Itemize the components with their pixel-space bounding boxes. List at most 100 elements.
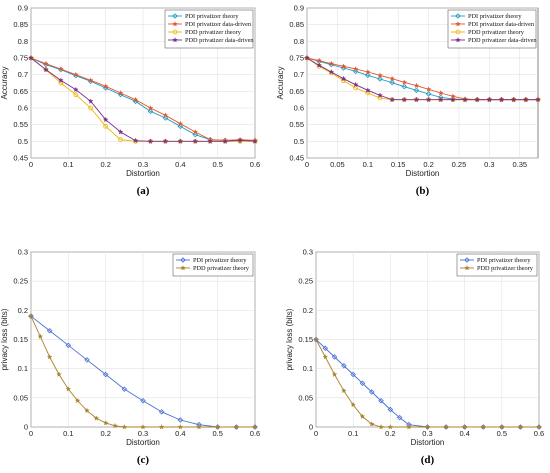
data-point (177, 138, 184, 144)
legend-label: PDI privatizer data-driven (185, 21, 252, 28)
chart-b-svg: 0 0.05 0.1 0.15 0.2 0.25 0.3 0.35 0.45 0.5 0.55 0.6… (276, 4, 541, 197)
data-point (350, 371, 356, 378)
series-line (30, 57, 256, 142)
x-tick-label: 0.4 (175, 160, 185, 169)
data-point (74, 397, 81, 404)
x-tick-label: 0.5 (212, 160, 222, 169)
data-point (389, 96, 395, 103)
data-point (43, 60, 49, 67)
data-point (56, 371, 62, 377)
legend-swatch-marker (455, 29, 461, 35)
legend-label: PDD privatizer theory (185, 29, 242, 36)
data-point (368, 389, 375, 395)
data-point (37, 333, 44, 340)
y-tick-label: 0.25 (298, 277, 313, 286)
legend-label: PDI privatizer data-driven (468, 21, 535, 28)
x-axis-label: Distortion (126, 438, 160, 447)
data-point (396, 414, 403, 421)
data-point (340, 65, 347, 71)
data-point (462, 96, 468, 103)
data-point (378, 423, 384, 430)
y-tick-label: 0.3 (303, 248, 313, 257)
y-axis-label: Accuracy (0, 67, 9, 100)
y-tick-label: 0.55 (13, 120, 28, 129)
y-tick-label: 0.15 (13, 335, 28, 344)
x-tick-label: 0.2 (423, 160, 433, 169)
data-point (401, 83, 408, 90)
data-point (237, 137, 243, 143)
data-point (413, 87, 420, 94)
data-point (322, 345, 329, 352)
data-point (316, 57, 323, 64)
y-tick-label: 0.75 (289, 54, 304, 63)
legend-swatch-marker (172, 29, 178, 35)
series-2 (313, 336, 542, 430)
legend-swatch-marker (180, 257, 186, 263)
data-point (162, 138, 169, 144)
y-tick-label: 0.2 (18, 306, 28, 315)
data-point (425, 96, 432, 103)
series-line (306, 57, 538, 101)
x-tick-label: 0.05 (330, 160, 345, 169)
chart-panel-c: 0 0.1 0.2 0.3 0.4 0.5 0.6 0 0.05 0.1 0.15 0.2 0.25 0.… (0, 237, 275, 473)
x-tick-label: 0.6 (250, 160, 260, 169)
data-point (28, 313, 34, 319)
data-point (132, 96, 139, 103)
data-point (359, 380, 366, 387)
y-tick-label: 0.5 (18, 137, 28, 146)
data-point (252, 423, 258, 430)
y-tick-label: 0.25 (13, 277, 28, 286)
data-point (102, 419, 109, 426)
data-point (536, 423, 542, 430)
data-point (102, 83, 109, 89)
data-point (214, 423, 221, 430)
y-tick-label: 0.5 (294, 137, 304, 146)
data-point (352, 81, 359, 88)
data-point (350, 401, 357, 408)
x-tick-label: 0.3 (422, 429, 432, 438)
x-tick-label: 0.2 (100, 160, 110, 169)
data-point (378, 397, 384, 404)
data-point (84, 407, 90, 414)
data-point (87, 98, 94, 104)
y-tick-label: 0.1 (18, 364, 28, 373)
data-point (58, 65, 64, 72)
data-point (88, 105, 94, 111)
data-point (364, 68, 371, 75)
data-point (340, 63, 347, 69)
legend-swatch-marker (455, 36, 461, 43)
data-point (121, 423, 128, 430)
y-tick-label: 0 (309, 423, 313, 432)
data-point (147, 104, 154, 111)
data-point (424, 423, 431, 430)
y-tick-label: 0.2 (303, 306, 313, 315)
data-point (377, 92, 383, 98)
data-point (233, 423, 240, 430)
legend-label: PDD privatizer theory (193, 265, 250, 272)
data-point (72, 86, 79, 93)
x-tick-label: 0.2 (385, 429, 395, 438)
y-tick-label: 0.65 (289, 87, 304, 96)
panel-label: (d) (421, 454, 435, 466)
data-point (368, 421, 375, 427)
legend-label: PDD privatizer theory (468, 29, 525, 36)
data-point (46, 327, 53, 334)
y-axis-label: Accuracy (276, 67, 285, 100)
data-point (328, 60, 335, 67)
x-tick-label: 0.3 (138, 429, 148, 438)
x-tick-label: 0.1 (348, 429, 358, 438)
data-point (102, 116, 109, 123)
x-tick-label: 0.4 (175, 429, 185, 438)
data-point (341, 362, 347, 369)
data-point (353, 85, 359, 91)
legend-box (456, 253, 538, 277)
data-point (112, 422, 118, 429)
chart-panel-b: 0 0.05 0.1 0.15 0.2 0.25 0.3 0.35 0.45 0.5 0.55 0.6… (275, 0, 550, 237)
data-point (401, 96, 408, 103)
x-tick-label: 0.1 (63, 429, 73, 438)
data-point (341, 387, 347, 394)
data-point (498, 96, 505, 103)
data-point (486, 96, 493, 103)
legend-label: PDI privatizer theory (193, 257, 247, 264)
